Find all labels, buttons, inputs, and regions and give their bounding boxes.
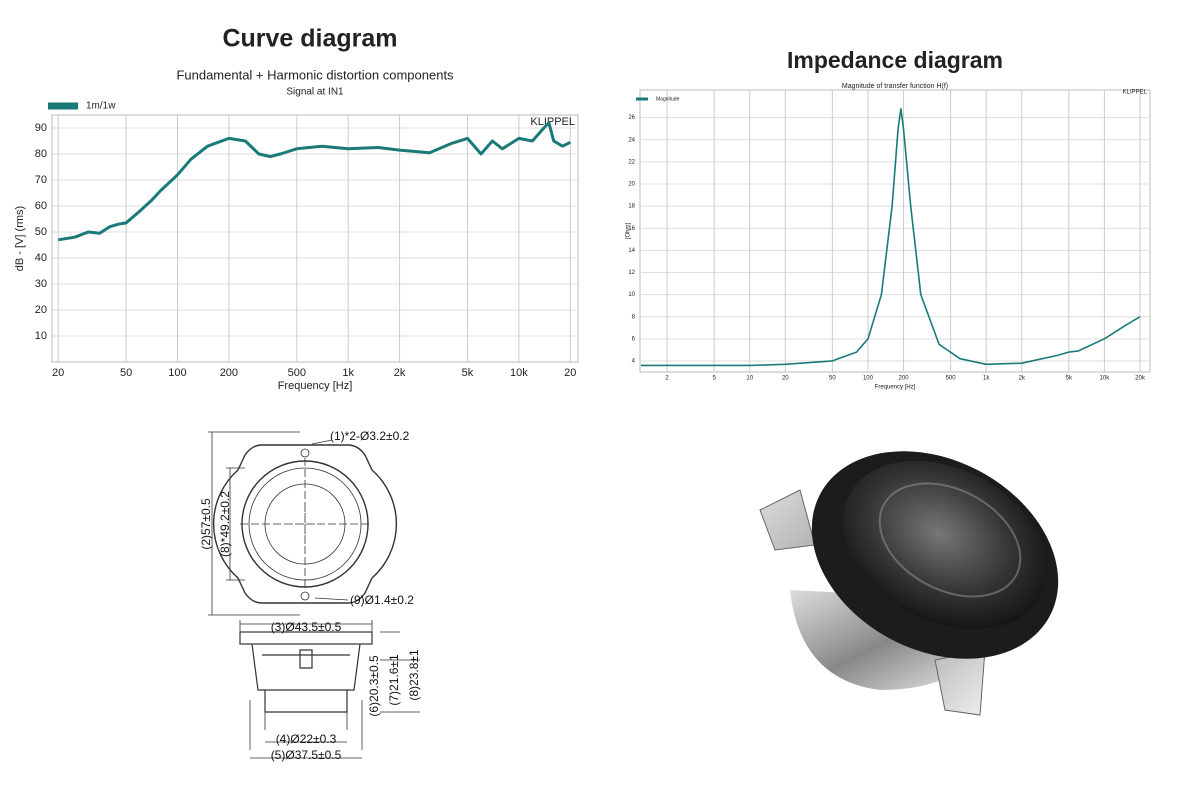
dim-label: (1)*2-Ø3.2±0.2 bbox=[330, 429, 410, 443]
chart-heading: Impedance diagram bbox=[787, 47, 1003, 73]
legend-label: Magnitude bbox=[656, 96, 680, 102]
legend-swatch bbox=[48, 102, 78, 110]
x-tick-label: 20 bbox=[782, 376, 789, 382]
dim-label: (5)Ø37.5±0.5 bbox=[271, 748, 342, 762]
y-tick-label: 20 bbox=[35, 304, 47, 316]
dim-label: (6)20.3±0.5 bbox=[367, 655, 381, 717]
y-tick-label: 40 bbox=[35, 252, 47, 264]
x-tick-label: 5 bbox=[712, 376, 716, 382]
y-tick-label: 80 bbox=[35, 148, 47, 160]
side-dimensions bbox=[239, 620, 420, 759]
flange bbox=[212, 444, 398, 604]
x-tick-label: 2 bbox=[665, 376, 669, 382]
y-tick-label: 12 bbox=[628, 270, 635, 276]
x-axis-label: Frequency [Hz] bbox=[278, 380, 353, 392]
y-axis-label: dB - [V] (rms) bbox=[14, 206, 26, 271]
dim-label: (8)*49.2±0.2 bbox=[218, 491, 232, 557]
y-tick-label: 6 bbox=[632, 336, 636, 342]
y-tick-label: 60 bbox=[35, 200, 47, 212]
chart: Impedance diagram Magnitude of transfer f… bbox=[626, 47, 1151, 391]
x-tick-label: 1k bbox=[342, 367, 354, 379]
legend-label: 1m/1w bbox=[86, 101, 116, 112]
x-tick-label: 200 bbox=[220, 367, 238, 379]
cone-photo bbox=[843, 460, 1047, 630]
y-axis-label: [Ohm] bbox=[626, 223, 632, 240]
y-tick-label: 18 bbox=[628, 204, 635, 210]
chart: Curve diagram Fundamental + Harmonic dist… bbox=[14, 25, 579, 392]
x-tick-label: 50 bbox=[829, 376, 836, 382]
y-tick-label: 50 bbox=[35, 226, 47, 238]
x-tick-label: 20 bbox=[52, 367, 64, 379]
x-tick-label: 20k bbox=[1135, 376, 1146, 382]
technical-drawing: (1)*2-Ø3.2±0.2 (2)57±0.5 (8)*49.2±0.2 (9… bbox=[199, 429, 421, 762]
dim-label: (2)57±0.5 bbox=[199, 498, 213, 550]
center-lines bbox=[240, 458, 370, 590]
data-line bbox=[640, 108, 1141, 367]
y-tick-label: 22 bbox=[628, 159, 635, 165]
watermark: KLIPPEL bbox=[530, 116, 575, 128]
x-tick-label: 50 bbox=[120, 367, 132, 379]
dim-label: (8)23.8±1 bbox=[407, 649, 421, 701]
y-tick-label: 26 bbox=[628, 115, 635, 121]
dim-label: (4)Ø22±0.3 bbox=[276, 732, 337, 746]
chart-subtitle: Signal at IN1 bbox=[286, 87, 344, 98]
y-tick-label: 4 bbox=[632, 359, 636, 365]
side-body bbox=[251, 643, 361, 713]
dimension-lines bbox=[208, 431, 349, 616]
x-tick-label: 2k bbox=[394, 367, 406, 379]
x-tick-label: 500 bbox=[288, 367, 306, 379]
x-tick-label: 1k bbox=[983, 376, 990, 382]
y-tick-label: 16 bbox=[628, 226, 635, 232]
chart-heading: Curve diagram bbox=[222, 25, 397, 53]
x-tick-label: 100 bbox=[863, 376, 874, 382]
y-tick-label: 14 bbox=[628, 248, 635, 254]
y-tick-label: 10 bbox=[628, 292, 635, 298]
speaker-photo bbox=[759, 451, 1059, 716]
dim-label: (9)Ø1.4±0.2 bbox=[350, 593, 414, 607]
x-tick-label: 10 bbox=[746, 376, 753, 382]
y-tick-label: 30 bbox=[35, 278, 47, 290]
chart-title: Fundamental + Harmonic distortion compon… bbox=[176, 67, 454, 82]
x-tick-label: 10k bbox=[510, 367, 528, 379]
x-tick-label: 2k bbox=[1019, 376, 1026, 382]
y-tick-label: 90 bbox=[35, 122, 47, 134]
watermark: KLIPPEL bbox=[1123, 90, 1148, 96]
y-tick-label: 10 bbox=[35, 330, 47, 342]
x-tick-label: 10k bbox=[1100, 376, 1111, 382]
x-axis-label: Frequency [Hz] bbox=[875, 385, 916, 391]
x-tick-label: 20 bbox=[564, 367, 576, 379]
y-tick-label: 70 bbox=[35, 174, 47, 186]
y-tick-label: 8 bbox=[632, 314, 636, 320]
data-line bbox=[57, 121, 571, 242]
x-tick-label: 5k bbox=[462, 367, 474, 379]
hole bbox=[300, 448, 310, 458]
plot-frame bbox=[51, 114, 579, 363]
x-tick-label: 500 bbox=[946, 376, 957, 382]
dome bbox=[878, 482, 1022, 598]
y-tick-label: 20 bbox=[628, 182, 635, 188]
plot-frame bbox=[639, 89, 1151, 373]
dim-label: (7)21.6±1 bbox=[387, 654, 401, 706]
hole bbox=[300, 591, 310, 601]
chart-title: Magnitude of transfer function H(f) bbox=[842, 83, 948, 90]
side-flange bbox=[239, 631, 373, 645]
x-tick-label: 100 bbox=[168, 367, 186, 379]
legend-swatch bbox=[636, 97, 648, 101]
x-tick-label: 200 bbox=[899, 376, 910, 382]
x-tick-label: 5k bbox=[1066, 376, 1073, 382]
y-tick-label: 24 bbox=[628, 137, 635, 143]
dim-label: (3)Ø43.5±0.5 bbox=[271, 620, 342, 634]
